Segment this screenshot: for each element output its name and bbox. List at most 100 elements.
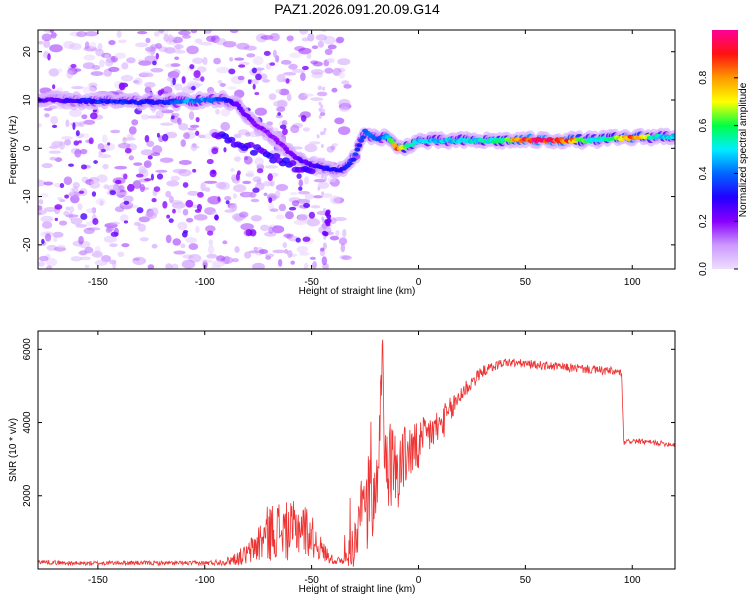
spectrogram-noise-cell (318, 101, 322, 106)
spectrogram-ridge-cell (385, 134, 392, 139)
spectrogram-noise-cell (95, 48, 104, 57)
spectrogram-noise-cell (177, 117, 182, 126)
spectrogram-noise-cell (222, 240, 228, 245)
spectrogram-noise-cell (275, 183, 289, 192)
spectrogram-noise-cell (185, 199, 194, 208)
spectrogram-noise-cell (75, 130, 80, 137)
spectrogram-noise-cell (324, 48, 333, 56)
spectrogram-x-axis: -150 -100 -50 0 50 100 (88, 30, 641, 288)
spectrogram-noise-cell (312, 261, 317, 269)
spectrogram-noise-cell (41, 163, 53, 169)
spectrogram-noise-cell (274, 190, 281, 199)
spectrogram-noise-cell (297, 213, 311, 222)
spectrogram-noise-cell (181, 259, 196, 269)
spectrogram-noise-cell (118, 185, 125, 192)
spectrogram-noise-cell (101, 134, 108, 144)
spectrogram-noise-cell (252, 56, 264, 65)
spectrogram-noise-cell (59, 183, 65, 189)
spectrogram-noise-cell (272, 225, 285, 234)
spectrogram-noise-cell (248, 250, 260, 254)
spectrogram-noise-cell (159, 157, 174, 163)
spectrogram-noise-cell (312, 195, 323, 199)
spectrogram-noise-cell (317, 181, 330, 190)
spectrogram-noise-cell (275, 114, 283, 119)
spectrogram-noise-cell (51, 142, 61, 148)
spectrogram-noise-cell (341, 255, 352, 261)
spectrogram-noise-cell (284, 248, 289, 254)
spectrogram-noise-cell (268, 226, 274, 234)
spectrogram-noise-cell (97, 143, 105, 151)
spectrogram-noise-cell (109, 190, 117, 196)
spectrogram-noise-cell (151, 243, 158, 249)
spectrogram-ridge-cell (221, 133, 230, 140)
spectrogram-noise-cell (65, 119, 70, 128)
spectrogram-noise-cell (117, 142, 131, 149)
spectrogram-noise-cell (52, 84, 56, 90)
spectrogram-noise-cell (137, 223, 146, 232)
spectrogram-noise-cell (337, 58, 351, 66)
spectrogram-noise-cell (315, 34, 328, 41)
spectrogram-noise-cell (256, 168, 264, 174)
spectrogram-noise-cell (57, 68, 63, 73)
spectrogram-noise-cell (269, 180, 275, 187)
spectrogram-noise-cell (134, 77, 143, 86)
x-tick-label: -50 (304, 277, 319, 288)
x-tick-label: -150 (88, 277, 108, 288)
spectrogram-noise-cell (243, 193, 258, 197)
colorbar-axis: 0.0 0.2 0.4 0.6 0.8 (698, 70, 738, 276)
spectrogram-noise-cell (229, 30, 239, 34)
spectrogram-ridge-cell (283, 147, 290, 152)
spectrogram-noise-cell (197, 191, 204, 198)
x-tick-label: -150 (88, 575, 108, 586)
spectrogram-noise-cell (309, 256, 316, 260)
spectrogram-noise-cell (275, 88, 282, 94)
spectrogram-noise-cell (181, 76, 186, 84)
spectrogram-noise-cell (286, 93, 292, 102)
spectrogram-noise-cell (144, 46, 157, 52)
y-tick-label: 0 (22, 145, 33, 151)
spectrogram-noise-cell (329, 195, 341, 205)
spectrogram-noise-cell (201, 259, 214, 263)
spectrogram-noise-cell (330, 145, 336, 150)
spectrogram-noise-cell (291, 69, 306, 73)
spectrogram-noise-cell (310, 68, 325, 75)
spectrogram-noise-cell (172, 238, 182, 246)
spectrogram-noise-cell (121, 243, 130, 248)
spectrogram-noise-cell (147, 155, 153, 160)
spectrogram-noise-cell (68, 163, 74, 167)
spectrogram-noise-cell (190, 30, 198, 34)
spectrogram-noise-cell (140, 114, 150, 120)
spectrogram-noise-cell (267, 173, 273, 182)
spectrogram-noise-cell (195, 116, 200, 123)
spectrogram-noise-cell (303, 262, 309, 269)
spectrogram-noise-cell (89, 41, 96, 49)
spectrogram-noise-cell (188, 111, 195, 120)
spectrogram-noise-cell (193, 214, 208, 221)
spectrogram-noise-cell (162, 133, 169, 142)
spectrogram-noise-cell (171, 115, 175, 120)
spectrogram-noise-cell (321, 216, 325, 221)
spectrogram-noise-cell (327, 44, 337, 50)
spectrogram-noise-cell (39, 87, 51, 93)
spectrogram-noise-cell (151, 197, 157, 203)
spectrogram-noise-cell (304, 176, 309, 185)
spectrogram-noise-cell (147, 264, 155, 269)
spectrogram-noise-cell (189, 64, 195, 70)
snr-y-label: SNR (10 * v/v) (8, 418, 19, 482)
spectrogram-noise-cell (166, 214, 171, 219)
spectrogram-noise-cell (233, 156, 241, 162)
spectrogram-noise-cell (244, 132, 251, 137)
colorbar-label: Normalized spectral amplitude (738, 82, 749, 217)
spectrogram-noise-cell (126, 57, 136, 64)
spectrogram-noise-cell (244, 251, 252, 259)
spectrogram-noise-cell (216, 66, 230, 74)
spectrogram-noise-cell (132, 256, 147, 266)
spectrogram-noise-cell (211, 169, 216, 175)
y-tick-label: 2000 (22, 484, 33, 507)
spectrogram-noise-cell (303, 202, 311, 208)
spectrogram-noise-cell (276, 106, 286, 112)
spectrogram-noise-cell (187, 190, 199, 196)
spectrogram-noise-cell (76, 31, 87, 38)
spectrogram-noise-cell (145, 37, 151, 44)
spectrogram-noise-cell (71, 85, 84, 90)
